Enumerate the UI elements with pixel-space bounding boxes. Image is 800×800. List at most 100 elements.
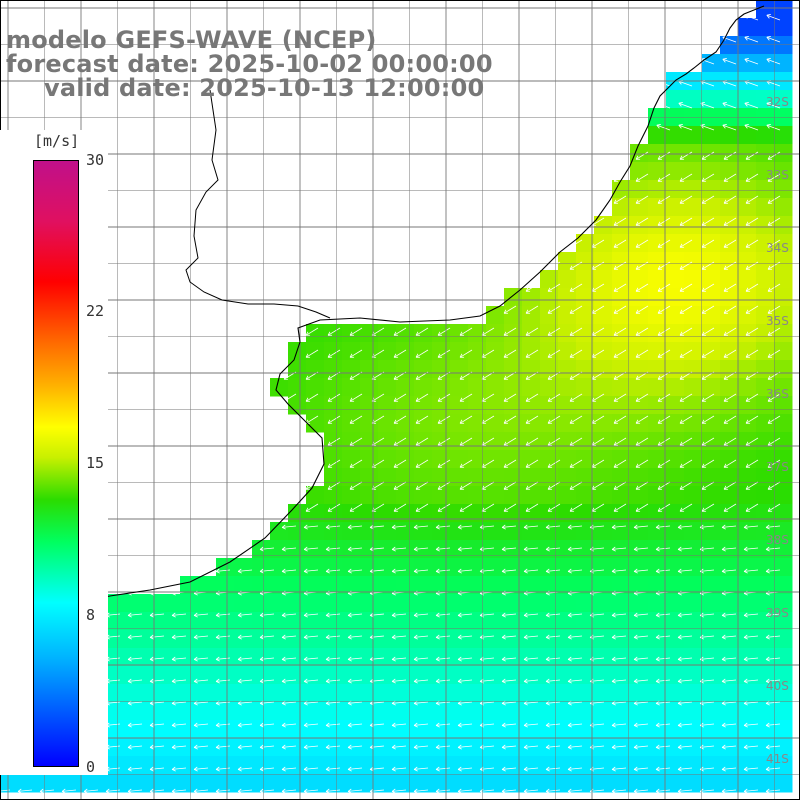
wind-arrow	[745, 459, 759, 468]
wind-arrow	[765, 722, 781, 728]
wind-arrow	[765, 524, 781, 530]
field-cell	[270, 648, 289, 667]
field-cell	[774, 234, 793, 253]
field-cell	[756, 36, 775, 55]
field-cell	[396, 360, 415, 379]
field-cell	[378, 648, 397, 667]
wind-arrow	[765, 678, 781, 684]
wind-arrow	[611, 656, 627, 662]
wind-arrow	[193, 766, 209, 772]
field-cell	[522, 630, 541, 649]
wind-arrow	[657, 503, 671, 512]
field-cell	[720, 576, 739, 595]
field-cell	[684, 756, 703, 775]
latitude-label: 35S	[766, 314, 789, 328]
field-cell	[756, 0, 775, 19]
field-cell	[666, 504, 685, 523]
field-cell	[612, 360, 631, 379]
wind-arrow	[525, 305, 539, 314]
wind-arrow	[635, 349, 649, 358]
wind-arrow	[743, 546, 759, 552]
wind-arrow	[437, 349, 451, 358]
field-cell	[468, 522, 487, 541]
wind-arrow	[391, 678, 407, 684]
field-cell	[324, 756, 343, 775]
field-cell	[468, 756, 487, 775]
field-cell	[432, 666, 451, 685]
field-cell	[684, 144, 703, 163]
field-cell	[486, 486, 505, 505]
field-cell	[378, 684, 397, 703]
wind-arrow	[547, 349, 561, 358]
field-cell	[612, 342, 631, 361]
field-cell	[360, 738, 379, 757]
field-cell	[612, 270, 631, 289]
field-cell	[540, 612, 559, 631]
field-cell	[558, 270, 577, 289]
wind-arrow	[657, 283, 671, 292]
wind-arrow	[215, 568, 231, 574]
field-cell	[396, 504, 415, 523]
field-cell	[612, 648, 631, 667]
field-cell	[738, 612, 757, 631]
field-cell	[414, 468, 433, 487]
wind-arrow	[744, 102, 759, 109]
field-cell	[162, 702, 181, 721]
field-cell	[594, 594, 613, 613]
wind-arrow	[679, 415, 693, 424]
wind-arrow	[656, 124, 671, 131]
field-cell	[684, 324, 703, 343]
wind-arrow	[767, 151, 781, 160]
field-cell	[648, 360, 667, 379]
field-cell	[378, 450, 397, 469]
field-cell	[738, 558, 757, 577]
wind-arrow	[743, 634, 759, 640]
wind-arrow	[237, 656, 253, 662]
wind-arrow	[237, 766, 253, 772]
field-cell	[540, 306, 559, 325]
wind-arrow	[523, 722, 539, 728]
field-cell	[720, 432, 739, 451]
wind-arrow	[149, 634, 165, 640]
wind-arrow	[701, 305, 715, 314]
field-cell	[648, 612, 667, 631]
wind-arrow	[327, 503, 341, 512]
wind-arrow	[459, 437, 473, 446]
field-cell	[630, 180, 649, 199]
field-cell	[594, 468, 613, 487]
field-cell	[522, 360, 541, 379]
field-cell	[576, 558, 595, 577]
field-cell	[594, 216, 613, 235]
field-cell	[666, 216, 685, 235]
field-cell	[342, 396, 361, 415]
wind-arrow	[633, 612, 649, 618]
field-cell	[504, 558, 523, 577]
wind-arrow	[767, 459, 781, 468]
wind-arrow	[547, 437, 561, 446]
wind-arrow	[127, 722, 143, 728]
field-cell	[612, 720, 631, 739]
wind-arrow	[503, 393, 517, 402]
field-cell	[648, 216, 667, 235]
wind-arrow	[525, 393, 539, 402]
field-cell	[216, 774, 235, 793]
field-cell	[720, 540, 739, 559]
wind-arrow	[765, 634, 781, 640]
field-cell	[54, 774, 73, 793]
wind-arrow	[745, 173, 759, 182]
field-cell	[180, 684, 199, 703]
wind-arrow	[415, 415, 429, 424]
wind-arrow	[547, 283, 561, 292]
field-cell	[270, 378, 289, 397]
wind-arrow	[435, 634, 451, 640]
field-cell	[414, 666, 433, 685]
field-cell	[378, 468, 397, 487]
field-cell	[162, 720, 181, 739]
wind-arrow	[569, 327, 583, 336]
field-cell	[666, 630, 685, 649]
wind-arrow	[393, 481, 407, 490]
field-cell	[558, 306, 577, 325]
field-cell	[738, 234, 757, 253]
field-cell	[216, 684, 235, 703]
field-cell	[234, 774, 253, 793]
